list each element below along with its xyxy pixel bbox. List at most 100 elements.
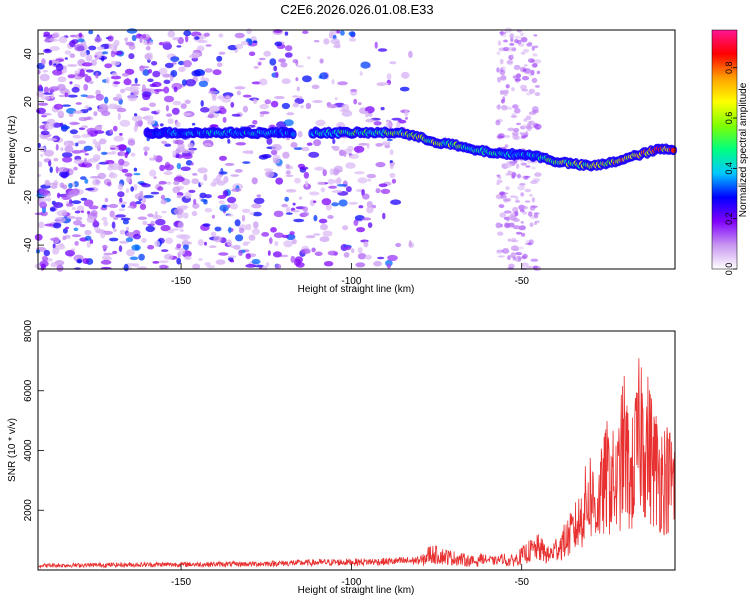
noise-blob [351, 248, 355, 254]
noise-blob [329, 168, 334, 176]
noise-blob [208, 245, 217, 249]
noise-blob [109, 237, 119, 242]
noise-blob [258, 62, 262, 66]
noise-blob [139, 203, 147, 210]
noise-blob [129, 256, 139, 261]
noise-blob [39, 73, 50, 82]
noise-blob [212, 69, 222, 76]
noise-blob [62, 156, 73, 163]
noise-blob [230, 101, 235, 108]
noise-blob [152, 70, 161, 78]
noise-blob [348, 37, 357, 42]
noise-blob [104, 63, 113, 69]
noise-blob [510, 115, 518, 118]
noise-blob [496, 51, 501, 56]
noise-blob [110, 150, 117, 155]
noise-blob [285, 206, 291, 214]
noise-blob [62, 228, 68, 234]
noise-blob [261, 232, 270, 237]
noise-blob [127, 205, 135, 209]
noise-blob [366, 173, 377, 179]
noise-blob [283, 240, 293, 248]
noise-blob [503, 135, 511, 138]
noise-blob [284, 196, 290, 202]
noise-blob [514, 108, 521, 114]
noise-blob [529, 194, 533, 197]
noise-blob [389, 172, 396, 178]
noise-blob [285, 212, 293, 215]
noise-blob [292, 102, 299, 108]
noise-blob [119, 132, 123, 136]
noise-blob [533, 59, 542, 64]
noise-blob [270, 149, 278, 156]
noise-blob [49, 166, 53, 173]
noise-blob [36, 90, 42, 98]
noise-blob [159, 164, 166, 172]
noise-blob [296, 86, 300, 92]
noise-blob [106, 181, 112, 187]
noise-blob [125, 77, 130, 85]
noise-blob [124, 87, 134, 91]
noise-blob [367, 222, 373, 229]
noise-blob [509, 33, 514, 39]
noise-blob [252, 211, 262, 217]
noise-blob [84, 235, 92, 241]
noise-blob [293, 218, 305, 223]
noise-blob [159, 123, 164, 127]
noise-blob [345, 162, 356, 169]
noise-blob [163, 79, 171, 85]
noise-blob [52, 247, 60, 255]
noise-blob [366, 206, 374, 214]
noise-blob [185, 35, 189, 43]
noise-blob [115, 146, 119, 152]
noise-blob [167, 229, 175, 234]
snr-series-line [37, 358, 676, 570]
noise-blob [68, 189, 80, 197]
noise-blob [305, 102, 312, 110]
noise-blob [210, 231, 217, 237]
noise-blob [73, 227, 79, 232]
noise-blob [128, 53, 135, 60]
noise-blob [505, 186, 510, 191]
noise-blob [180, 149, 190, 154]
noise-blob [141, 237, 147, 244]
noise-blob [204, 68, 213, 73]
noise-blob [119, 150, 123, 156]
noise-blob [149, 102, 156, 108]
noise-blob [248, 234, 256, 241]
noise-blob [208, 90, 218, 95]
noise-blob [396, 121, 401, 129]
noise-blob [291, 95, 300, 98]
noise-blob [53, 202, 64, 208]
noise-blob [105, 77, 110, 84]
noise-blob [496, 67, 500, 73]
noise-blob [121, 72, 130, 77]
noise-blob [361, 217, 372, 221]
noise-blob [497, 255, 506, 258]
noise-blob [302, 211, 310, 217]
noise-blob [162, 42, 172, 50]
noise-blob [190, 162, 194, 166]
noise-blob [127, 94, 138, 102]
noise-blob [77, 140, 87, 145]
noise-blob [342, 225, 349, 231]
noise-blob [516, 163, 520, 169]
noise-blob [81, 134, 91, 138]
noise-blob [108, 172, 118, 179]
noise-blob [204, 207, 213, 213]
noise-blob [503, 46, 510, 52]
x-tick-label: -100 [341, 276, 361, 287]
noise-blob [499, 69, 506, 76]
spectrogram-panel: -150 -100 -50 -40 -20 0 20 40 Height of straigh… [7, 27, 678, 295]
snr-ylabel: SNR (10 * v/v) [7, 418, 18, 482]
noise-blob [281, 203, 288, 208]
noise-blob [55, 244, 66, 250]
x-tick-label: -150 [171, 577, 191, 588]
noise-blob [270, 227, 277, 233]
noise-blob [180, 166, 191, 172]
noise-blob [172, 186, 181, 194]
noise-blob [508, 46, 513, 51]
noise-blob [164, 62, 174, 69]
noise-blob [120, 217, 131, 221]
noise-blob [336, 184, 348, 187]
